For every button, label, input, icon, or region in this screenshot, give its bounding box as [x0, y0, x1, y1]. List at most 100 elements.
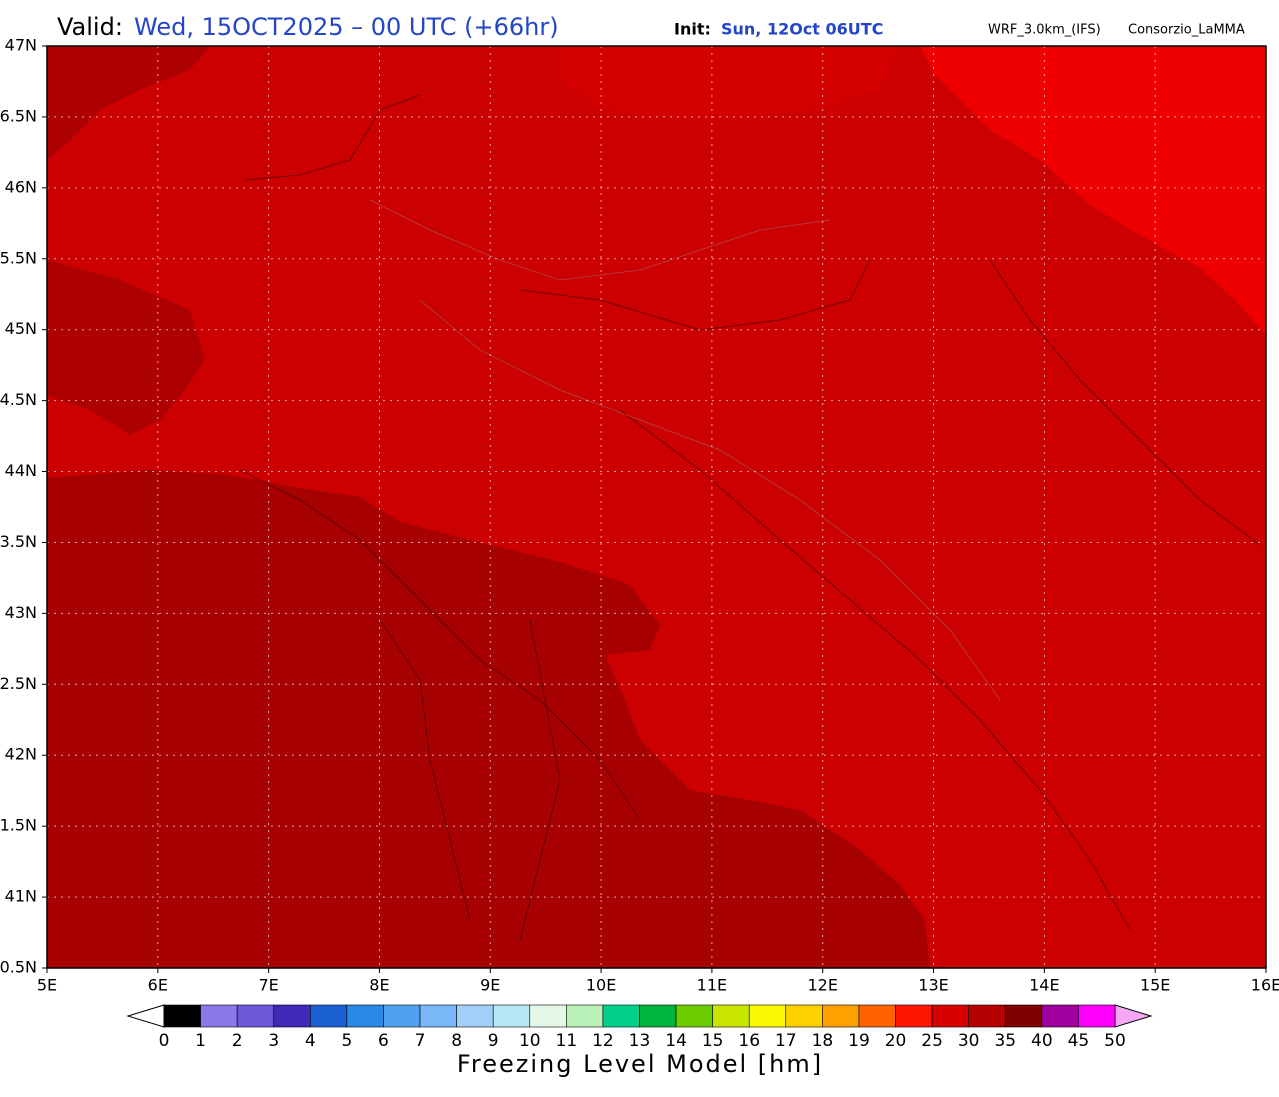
colorbar-title: Freezing Level Model [hm] — [457, 1050, 823, 1078]
colorbar-cell — [419, 1004, 457, 1028]
colorbar-label: 50 — [1104, 1031, 1126, 1051]
colorbar-cell — [383, 1004, 421, 1028]
colorbar-cell — [675, 1004, 713, 1028]
colorbar-label: 45 — [1068, 1031, 1090, 1051]
colorbar-cell — [163, 1004, 201, 1028]
field-low — [47, 470, 930, 968]
coastline — [989, 259, 1261, 546]
colorbar-cell — [1041, 1004, 1079, 1028]
colorbar-cell — [748, 1004, 787, 1028]
lat-tick-label: 45N — [5, 319, 37, 338]
colorbar-label: 20 — [885, 1031, 907, 1051]
lon-tick-label: 9E — [480, 976, 500, 995]
colorbar-label: 35 — [994, 1031, 1016, 1051]
colorbar-cell — [200, 1004, 238, 1028]
colorbar-label: 10 — [519, 1031, 541, 1051]
lat-tick-label: 47N — [5, 36, 37, 55]
colorbar-cell — [492, 1004, 531, 1028]
colorbar-cell — [712, 1004, 750, 1028]
colorbar-cell — [456, 1004, 494, 1028]
coastline — [519, 619, 561, 941]
colorbar-label: 4 — [305, 1031, 316, 1051]
colorbar-label: 14 — [665, 1031, 687, 1051]
colorbar-label: 17 — [775, 1031, 797, 1051]
colorbar-label: 2 — [232, 1031, 243, 1051]
model-name: WRF_3.0km_(IFS) — [988, 23, 1101, 38]
colorbar-label: 18 — [812, 1031, 834, 1051]
valid-label: Valid: — [57, 13, 123, 41]
lat-tick-label: 5.5N — [0, 248, 37, 267]
colorbar-cell — [566, 1004, 604, 1028]
lon-tick-label: 16E — [1251, 976, 1279, 995]
colorbar-label: 13 — [629, 1031, 651, 1051]
colorbar-cell — [895, 1004, 933, 1028]
coastline — [619, 409, 1131, 931]
colorbar-label: 12 — [592, 1031, 614, 1051]
colorbar: 0 1 2 3 4 5 6 7 8 9 10 11 12 13 14 15 16 17 18 19 20 25 30 35 40… — [126, 1004, 1153, 1051]
axis-ticks: 47N 6.5N 46N 5.5N 45N 4.5N 44N 3.5N 43N 2.5N 42N 1.… — [0, 36, 1279, 995]
field-high — [920, 46, 1266, 335]
lat-tick-label: 3.5N — [0, 532, 37, 551]
colorbar-cell — [858, 1004, 896, 1028]
colorbar-cell — [639, 1004, 677, 1028]
lon-tick-label: 10E — [586, 976, 616, 995]
coastline — [239, 469, 641, 821]
colorbar-label: 9 — [488, 1031, 499, 1051]
colorbar-cell — [346, 1004, 384, 1028]
colorbar-cell — [529, 1004, 567, 1028]
colorbar-cell — [931, 1004, 969, 1028]
lat-tick-label: 43N — [5, 603, 37, 622]
colorbar-cell — [968, 1004, 1006, 1028]
colorbar-label: 8 — [451, 1031, 462, 1051]
lon-tick-label: 14E — [1029, 976, 1059, 995]
lon-tick-label: 13E — [918, 976, 948, 995]
valid-value: Wed, 15OCT2025 – 00 UTC (+66hr) — [134, 13, 559, 41]
borders — [369, 199, 1001, 701]
border — [419, 299, 1001, 701]
lat-tick-label: 1.5N — [0, 816, 37, 835]
coastlines — [239, 94, 1261, 941]
lat-tick-label: 4.5N — [0, 390, 37, 409]
lat-tick-label: 0.5N — [0, 958, 37, 977]
colorbar-label: 5 — [341, 1031, 352, 1051]
colorbar-cell — [310, 1004, 348, 1028]
lon-tick-label: 11E — [697, 976, 727, 995]
lat-tick-label: 41N — [5, 887, 37, 906]
grid — [47, 46, 1266, 968]
init-label: Init: — [674, 20, 711, 39]
border — [369, 199, 831, 281]
colorbar-label: 25 — [921, 1031, 943, 1051]
colorbar-cell — [602, 1004, 640, 1028]
lat-tick-label: 2.5N — [0, 674, 37, 693]
colorbar-label: 7 — [415, 1031, 426, 1051]
map-frame — [46, 45, 1267, 969]
map-area — [47, 46, 1266, 968]
colorbar-cell — [1078, 1004, 1116, 1028]
field-low — [47, 260, 205, 435]
lat-tick-label: 44N — [5, 461, 37, 480]
colorbar-label: 3 — [268, 1031, 279, 1051]
colorbar-label: 40 — [1031, 1031, 1053, 1051]
lon-tick-label: 5E — [37, 976, 57, 995]
colorbar-label: 16 — [738, 1031, 760, 1051]
source-name: Consorzio_LaMMA — [1128, 23, 1245, 38]
field-mid — [560, 46, 900, 120]
lon-tick-label: 12E — [807, 976, 837, 995]
alpine-contour — [244, 94, 421, 181]
lon-tick-label: 6E — [148, 976, 168, 995]
colorbar-cell — [822, 1004, 860, 1028]
coastline — [519, 259, 871, 331]
colorbar-cell — [1004, 1004, 1043, 1028]
lat-tick-label: 6.5N — [0, 106, 37, 125]
colorbar-label: 19 — [848, 1031, 870, 1051]
field-low — [47, 46, 210, 160]
colorbar-label: 1 — [195, 1031, 206, 1051]
init-value: Sun, 12Oct 06UTC — [721, 20, 883, 39]
colorbar-label: 30 — [958, 1031, 980, 1051]
lat-tick-label: 42N — [5, 745, 37, 764]
colorbar-cell — [236, 1004, 275, 1028]
coastline — [379, 619, 471, 921]
colorbar-label: 6 — [378, 1031, 389, 1051]
